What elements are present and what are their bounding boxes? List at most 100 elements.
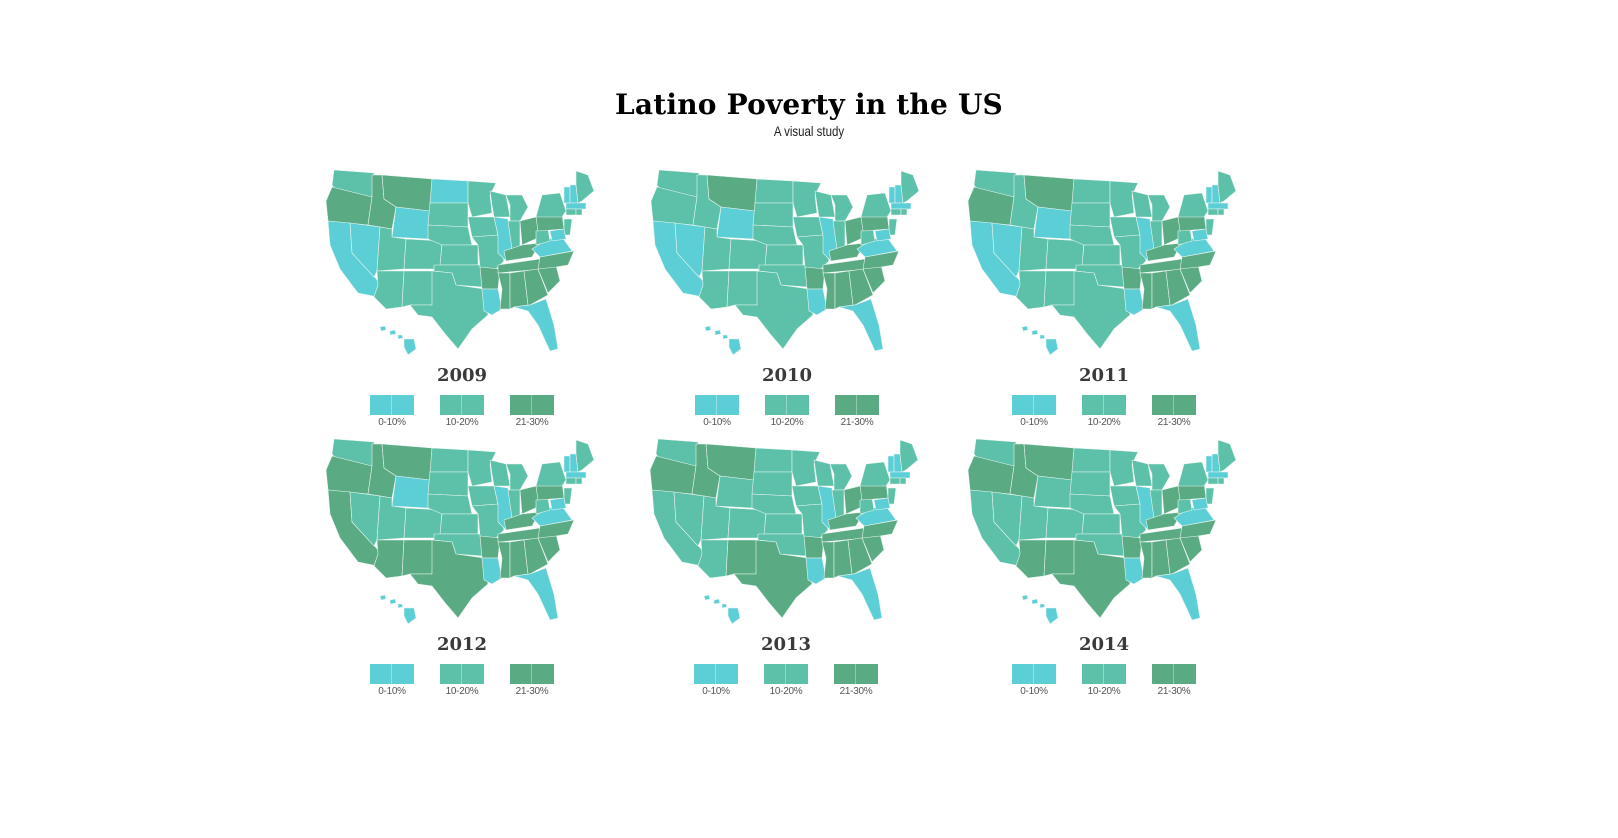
state-vermont[interactable] <box>563 186 571 204</box>
state-florida[interactable] <box>838 298 884 352</box>
state-iowa[interactable] <box>467 485 499 507</box>
state-massachusetts[interactable] <box>565 202 587 210</box>
state-florida[interactable] <box>1155 298 1201 352</box>
state-wisconsin[interactable] <box>489 190 511 218</box>
state-hawaii-2[interactable] <box>1031 598 1039 605</box>
state-maryland[interactable] <box>1191 497 1209 511</box>
state-georgia[interactable] <box>1165 537 1191 575</box>
state-north-carolina[interactable] <box>1179 519 1217 539</box>
state-florida[interactable] <box>513 567 559 621</box>
state-hawaii-2[interactable] <box>389 598 397 605</box>
state-south-dakota[interactable] <box>1069 471 1111 497</box>
state-maine[interactable] <box>575 170 595 204</box>
state-wisconsin[interactable] <box>1131 190 1153 218</box>
state-nebraska[interactable] <box>1069 493 1115 515</box>
state-maryland[interactable] <box>549 497 567 511</box>
state-south-dakota[interactable] <box>752 202 794 228</box>
state-connecticut[interactable] <box>565 477 577 485</box>
state-colorado[interactable] <box>1045 507 1085 539</box>
state-kansas[interactable] <box>439 244 479 266</box>
state-connecticut[interactable] <box>890 208 902 216</box>
state-iowa[interactable] <box>791 485 823 507</box>
state-texas[interactable] <box>1051 539 1131 619</box>
state-south-dakota[interactable] <box>427 471 469 497</box>
state-nebraska[interactable] <box>751 493 797 515</box>
state-hawaii-3[interactable] <box>1039 334 1046 340</box>
state-arkansas[interactable] <box>1121 266 1143 290</box>
state-wisconsin[interactable] <box>489 459 511 487</box>
state-texas[interactable] <box>1051 270 1131 350</box>
state-maine[interactable] <box>1217 439 1237 473</box>
state-new-mexico[interactable] <box>401 270 435 308</box>
state-mississippi[interactable] <box>1139 541 1153 579</box>
state-kansas[interactable] <box>763 513 803 535</box>
state-kansas[interactable] <box>764 244 804 266</box>
state-arkansas[interactable] <box>804 266 826 290</box>
state-north-carolina[interactable] <box>1179 250 1217 270</box>
state-new-jersey[interactable] <box>1205 487 1215 505</box>
state-arizona[interactable] <box>1015 270 1047 310</box>
state-florida[interactable] <box>837 567 883 621</box>
state-maryland[interactable] <box>873 497 891 511</box>
state-hawaii-4[interactable] <box>727 607 741 625</box>
state-south-dakota[interactable] <box>751 471 793 497</box>
state-rhode-island[interactable] <box>899 477 907 485</box>
state-rhode-island[interactable] <box>1217 208 1225 216</box>
state-georgia[interactable] <box>848 268 874 306</box>
state-new-mexico[interactable] <box>725 539 759 577</box>
state-maryland[interactable] <box>874 228 892 242</box>
state-maine[interactable] <box>575 439 595 473</box>
state-maine[interactable] <box>899 439 919 473</box>
state-louisiana[interactable] <box>1123 288 1145 316</box>
state-hawaii-4[interactable] <box>1045 338 1059 356</box>
state-georgia[interactable] <box>1165 268 1191 306</box>
state-colorado[interactable] <box>403 238 443 270</box>
state-massachusetts[interactable] <box>565 471 587 479</box>
state-arizona[interactable] <box>373 270 405 310</box>
us-map-2009[interactable] <box>322 165 602 365</box>
state-minnesota[interactable] <box>1109 180 1139 218</box>
state-hawaii-1[interactable] <box>1021 594 1029 601</box>
state-wisconsin[interactable] <box>813 459 835 487</box>
state-minnesota[interactable] <box>467 180 497 218</box>
state-connecticut[interactable] <box>565 208 577 216</box>
state-north-carolina[interactable] <box>537 519 575 539</box>
state-maine[interactable] <box>900 170 920 204</box>
state-hawaii-1[interactable] <box>703 594 711 601</box>
state-new-mexico[interactable] <box>726 270 760 308</box>
state-louisiana[interactable] <box>1123 557 1145 585</box>
us-map-2013[interactable] <box>646 434 926 634</box>
us-map-2014[interactable] <box>964 434 1244 634</box>
state-wyoming[interactable] <box>716 206 756 240</box>
state-georgia[interactable] <box>523 537 549 575</box>
state-massachusetts[interactable] <box>890 202 912 210</box>
state-north-carolina[interactable] <box>537 250 575 270</box>
state-mississippi[interactable] <box>821 541 835 579</box>
state-mississippi[interactable] <box>822 272 836 310</box>
state-new-york[interactable] <box>859 461 891 487</box>
state-massachusetts[interactable] <box>1207 202 1229 210</box>
state-wisconsin[interactable] <box>1131 459 1153 487</box>
state-hawaii-2[interactable] <box>713 598 721 605</box>
state-new-york[interactable] <box>535 192 567 218</box>
state-connecticut[interactable] <box>889 477 901 485</box>
state-connecticut[interactable] <box>1207 477 1219 485</box>
us-map-2011[interactable] <box>964 165 1244 365</box>
state-minnesota[interactable] <box>791 449 821 487</box>
state-minnesota[interactable] <box>1109 449 1139 487</box>
state-minnesota[interactable] <box>792 180 822 218</box>
state-texas[interactable] <box>409 539 489 619</box>
state-new-york[interactable] <box>1177 192 1209 218</box>
state-rhode-island[interactable] <box>1217 477 1225 485</box>
state-georgia[interactable] <box>523 268 549 306</box>
state-wyoming[interactable] <box>391 206 431 240</box>
state-hawaii-4[interactable] <box>403 338 417 356</box>
state-new-jersey[interactable] <box>888 218 898 236</box>
state-vermont[interactable] <box>887 455 895 473</box>
state-hawaii-3[interactable] <box>1039 603 1046 609</box>
state-new-york[interactable] <box>535 461 567 487</box>
state-georgia[interactable] <box>847 537 873 575</box>
state-colorado[interactable] <box>1045 238 1085 270</box>
state-north-dakota[interactable] <box>429 447 469 473</box>
state-hawaii-1[interactable] <box>1021 325 1029 332</box>
